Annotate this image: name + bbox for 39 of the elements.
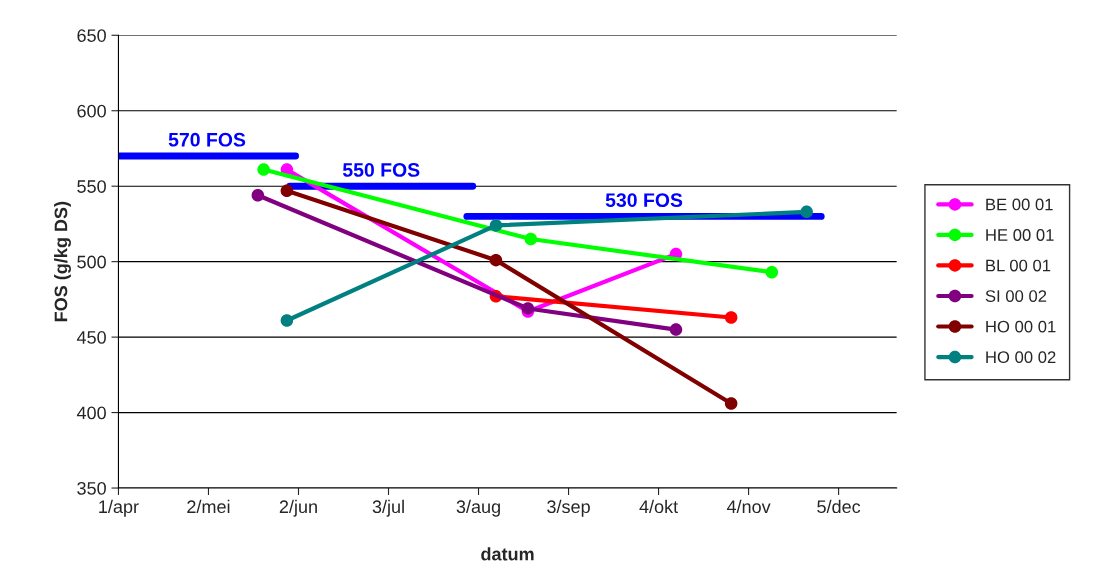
y-axis-title: FOS (g/kg DS)	[54, 201, 71, 322]
x-tick-label: 4/okt	[639, 499, 678, 514]
x-tick-label: 2/jun	[279, 499, 317, 517]
legend-label: HO 00 01	[986, 320, 1056, 333]
series-label: 530 FOS	[605, 193, 683, 208]
legend-label: BL 00 01	[986, 259, 1051, 272]
y-tick-label: 400	[76, 406, 106, 420]
y-tick-label: 550	[77, 180, 106, 193]
point	[800, 205, 813, 219]
x-tick-label: 3/jul	[372, 499, 404, 517]
y-tick-label: 650	[77, 29, 106, 42]
y-tick-label: 600	[77, 104, 106, 118]
x-tick-label: 2/mei	[187, 499, 230, 514]
x-tick-label: 1/apr	[99, 499, 139, 517]
point	[489, 253, 503, 267]
x-axis-title: datum	[481, 547, 534, 561]
point	[280, 184, 294, 197]
point	[524, 232, 538, 246]
legend-label: HE 00 01	[986, 229, 1054, 241]
x-tick-label: 3/sep	[547, 499, 590, 517]
series-label: 550 FOS	[342, 163, 420, 177]
x-tick-label: 3/aug	[456, 499, 500, 517]
y-tick-label: 450	[76, 331, 106, 344]
point	[489, 219, 503, 232]
point	[251, 189, 265, 202]
series-label: 570 FOS	[168, 132, 246, 147]
y-tick-label: 500	[77, 255, 106, 269]
y-tick-label: 350	[77, 481, 106, 495]
legend-label: HO 00 02	[986, 351, 1056, 364]
x-tick-label: 5/dec	[817, 499, 861, 514]
point	[669, 323, 683, 336]
x-tick-label: 4/nov	[726, 499, 771, 514]
legend-label: SI 00 02	[985, 290, 1047, 302]
point	[765, 265, 779, 279]
point	[724, 397, 738, 410]
point	[724, 311, 738, 324]
point	[257, 163, 270, 176]
point	[280, 314, 294, 327]
legend-label: BE 00 01	[986, 198, 1053, 211]
